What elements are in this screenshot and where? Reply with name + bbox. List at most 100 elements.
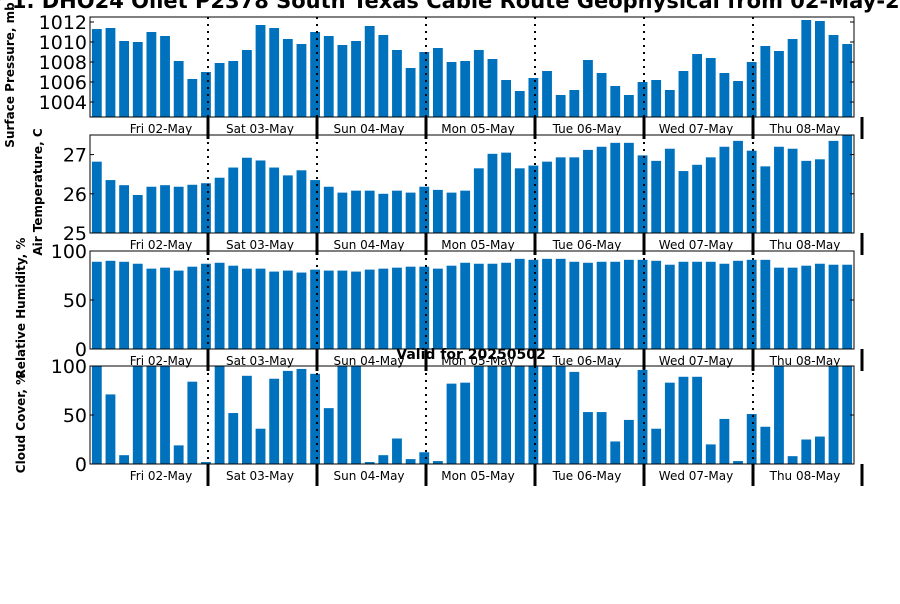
- bar: [419, 266, 430, 349]
- bar: [160, 36, 170, 117]
- bar: [446, 265, 457, 349]
- bar: [692, 376, 703, 464]
- bar: [733, 461, 743, 464]
- bar: [596, 73, 607, 117]
- bar: [651, 80, 662, 117]
- bar: [419, 52, 430, 117]
- bar: [173, 270, 184, 349]
- bar: [664, 90, 675, 117]
- bar: [528, 165, 539, 233]
- bar: [405, 192, 416, 233]
- day-label: Wed 07-May: [659, 122, 733, 136]
- bar: [351, 366, 361, 464]
- bar: [269, 271, 280, 349]
- bar: [651, 160, 662, 233]
- bar: [91, 366, 102, 464]
- day-label: Sat 03-May: [226, 469, 294, 483]
- day-label: Mon 05-May: [441, 122, 515, 136]
- panel-3: 0 50 100 Fri 02-May Sat 03-May Sun 04-May Mon …: [14, 238, 864, 379]
- bar: [296, 272, 307, 349]
- bar: [473, 366, 484, 464]
- bar: [555, 95, 566, 117]
- bar: [842, 366, 853, 464]
- bar: [91, 29, 102, 117]
- day-label: Thu 08-May: [769, 122, 841, 136]
- bar: [296, 44, 307, 117]
- bar: [323, 36, 334, 117]
- y-tick-label: 1008: [39, 52, 87, 74]
- bar: [555, 157, 566, 233]
- bar: [828, 35, 839, 117]
- bar: [814, 263, 825, 349]
- bar: [392, 267, 402, 349]
- bar: [160, 267, 170, 349]
- bar: [214, 63, 225, 117]
- bar: [91, 161, 102, 233]
- bar: [446, 383, 457, 464]
- y-axis-label: Relative Humidity, %: [14, 238, 28, 379]
- day-label: Sun 04-May: [333, 238, 404, 252]
- bar: [187, 184, 198, 233]
- y-tick-label: 100: [51, 356, 87, 378]
- bar: [596, 146, 607, 233]
- bar: [801, 160, 812, 233]
- bar: [310, 373, 321, 464]
- bar: [241, 50, 252, 117]
- day-label: Tue 06-May: [552, 469, 622, 483]
- y-tick-label: 26: [63, 184, 87, 206]
- bar: [651, 428, 662, 464]
- bar: [719, 263, 730, 349]
- bar: [173, 445, 184, 464]
- bar: [378, 455, 389, 464]
- bar: [514, 366, 525, 464]
- bar: [801, 265, 812, 349]
- bar: [760, 426, 771, 464]
- bar: [255, 268, 266, 349]
- bar: [705, 157, 716, 233]
- bar: [583, 412, 593, 464]
- bar: [610, 261, 621, 349]
- bar: [528, 78, 539, 117]
- bar: [119, 185, 130, 233]
- bar: [460, 190, 471, 233]
- day-label: Fri 02-May: [130, 238, 193, 252]
- bar: [241, 375, 252, 464]
- bar: [405, 459, 416, 464]
- bar: [678, 261, 689, 349]
- bar: [119, 41, 130, 117]
- bar: [132, 366, 143, 464]
- bar: [705, 261, 716, 349]
- bar: [119, 455, 130, 464]
- bar: [746, 414, 757, 464]
- bar: [583, 60, 593, 117]
- bar: [692, 261, 703, 349]
- day-label: Mon 05-May: [441, 354, 515, 368]
- bar: [255, 25, 266, 117]
- bar: [801, 439, 812, 464]
- day-label: Thu 08-May: [769, 354, 841, 368]
- bar: [501, 366, 512, 464]
- bar: [583, 149, 593, 233]
- bar: [296, 368, 307, 464]
- bar: [446, 192, 457, 233]
- bar: [214, 177, 225, 233]
- chart-title: Sofar Spotter 1. DHO24 Ollet P2378 South…: [0, 0, 900, 13]
- bar: [569, 157, 580, 233]
- bars: [91, 366, 853, 464]
- bar: [746, 62, 757, 117]
- bar: [392, 190, 402, 233]
- bar: [460, 382, 471, 464]
- bar: [187, 79, 198, 117]
- y-tick-label: 100: [51, 241, 87, 263]
- bar: [187, 266, 198, 349]
- bar: [187, 381, 198, 464]
- day-label: Mon 05-May: [441, 469, 515, 483]
- bar: [528, 366, 539, 464]
- bar: [774, 267, 784, 349]
- bar: [323, 270, 334, 349]
- bar: [132, 263, 143, 349]
- bar: [269, 378, 280, 464]
- bar: [487, 59, 498, 117]
- panel-2: 25 26 27 Fri 02-May Sat 03-May Sun 04-May Mon …: [31, 128, 864, 256]
- bar: [487, 153, 498, 233]
